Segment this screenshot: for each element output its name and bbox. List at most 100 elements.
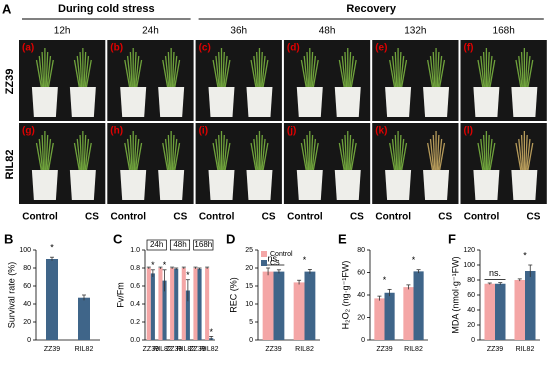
y-tick-label: 0 — [471, 337, 475, 344]
x-tick-label: ZZ39 — [487, 346, 503, 353]
leaf — [524, 51, 528, 88]
leaf — [520, 134, 524, 171]
leaf — [79, 134, 83, 171]
leaf — [133, 134, 137, 171]
y-tick-label: 0.4 — [130, 301, 140, 308]
leaf — [261, 138, 266, 171]
photo: (a) — [19, 40, 106, 121]
leaf — [253, 138, 258, 171]
leaf — [311, 55, 317, 88]
leaf — [76, 138, 82, 171]
y-tick-label: 80 — [357, 247, 365, 254]
photo: (h) — [107, 123, 194, 204]
significance: * — [523, 250, 527, 260]
leaf — [527, 59, 534, 88]
leaf — [518, 138, 523, 171]
leaf — [162, 59, 169, 88]
leaf — [38, 55, 44, 88]
leaf — [171, 51, 175, 88]
leaf — [486, 134, 490, 171]
bar — [413, 271, 424, 340]
x-tick-label: RIL82 — [200, 346, 219, 353]
y-tick-label: 10 — [245, 301, 253, 308]
leaf — [524, 134, 528, 171]
leaf — [312, 59, 319, 88]
panel-label: E — [338, 231, 347, 246]
leaf — [306, 51, 310, 88]
y-tick-label: 0.6 — [130, 283, 140, 290]
panel-label: F — [448, 231, 456, 246]
pot — [385, 169, 412, 200]
leaf — [482, 51, 486, 88]
y-tick-label: 100 — [463, 262, 475, 269]
photo-letter: (a) — [22, 43, 34, 54]
leaf — [482, 134, 486, 171]
leaf — [46, 138, 52, 171]
leaf — [224, 142, 231, 171]
legend-swatch — [261, 260, 267, 266]
photo: (b) — [107, 40, 194, 121]
leaf — [480, 55, 485, 88]
leaf — [164, 55, 170, 88]
photo-letter: (i) — [199, 126, 208, 137]
group-label: 24h — [150, 240, 163, 249]
leaf — [162, 142, 169, 171]
leaf — [134, 55, 140, 88]
photo-letter: (e) — [375, 43, 387, 54]
leaf — [348, 51, 352, 88]
leaf — [35, 59, 42, 88]
photo: (k) — [372, 123, 459, 204]
leaf — [41, 51, 45, 88]
leaf — [344, 134, 348, 171]
leaf — [515, 142, 522, 171]
panel-label: D — [226, 231, 235, 246]
significance: * — [186, 270, 190, 280]
pot — [158, 86, 185, 117]
photo-letter: (g) — [22, 126, 35, 137]
time-label: 168h — [493, 26, 515, 37]
y-tick-label: 40 — [23, 301, 31, 308]
leaf — [398, 51, 402, 88]
leaf — [46, 55, 52, 88]
x-tick-label: RIL82 — [75, 346, 94, 353]
leaf — [486, 51, 490, 88]
y-tick-label: 0.0 — [130, 337, 140, 344]
leaf — [350, 59, 357, 88]
bar — [150, 273, 155, 340]
leaf — [261, 55, 266, 88]
leaf — [172, 138, 178, 171]
y-tick-label: 40 — [357, 292, 365, 299]
leaf — [172, 55, 178, 88]
leaf — [85, 142, 92, 171]
leaf — [437, 138, 443, 171]
bar — [262, 271, 274, 340]
leaf — [260, 134, 263, 171]
y-tick-label: 80 — [23, 265, 31, 272]
leaf — [83, 51, 87, 88]
pot — [334, 169, 361, 200]
leaf — [129, 51, 133, 88]
leaf — [76, 55, 82, 88]
leaf — [480, 138, 485, 171]
photo: (i) — [195, 123, 282, 204]
group-label: 48h — [173, 240, 186, 249]
leaf — [224, 59, 231, 88]
leaf — [401, 142, 408, 171]
y-tick-label: 20 — [357, 314, 365, 321]
y-axis-label: Survival rate (%) — [6, 262, 16, 329]
bar — [185, 290, 190, 340]
pot — [69, 86, 96, 117]
leaf — [394, 51, 398, 88]
group-box — [193, 239, 214, 251]
y-tick-label: 0 — [361, 337, 365, 344]
y-axis-label: Fv/Fm — [115, 282, 125, 308]
leaf — [389, 142, 396, 171]
leaf — [223, 55, 228, 88]
leaf — [47, 142, 54, 171]
x-tick-label: RIL82 — [404, 346, 423, 353]
bar — [374, 298, 385, 340]
bar — [46, 259, 58, 340]
bar — [162, 280, 167, 340]
bar — [197, 268, 202, 340]
leaf — [311, 138, 317, 171]
